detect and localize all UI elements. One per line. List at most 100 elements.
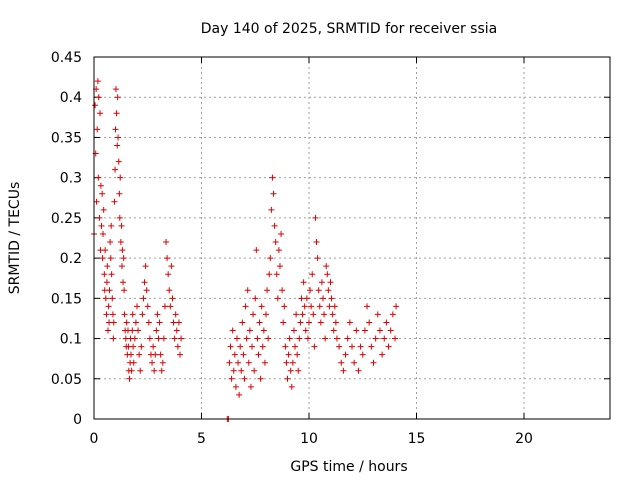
y-tick-labels: 0 0.05 0.1 0.15 0.2 0.25 0.3 0.35 0.4 0.45 [51, 50, 82, 428]
data-point [318, 279, 325, 286]
data-point [244, 287, 251, 294]
chart-title: Day 140 of 2025, SRMTID for receiver ssi… [201, 21, 497, 37]
data-point [290, 327, 297, 334]
data-point [282, 343, 289, 350]
data-point [381, 335, 388, 342]
data-point [112, 166, 119, 173]
data-point [108, 271, 115, 278]
data-point [330, 327, 337, 334]
data-point [326, 303, 333, 310]
data-point [387, 327, 394, 334]
data-point [119, 247, 126, 254]
data-point [355, 367, 362, 374]
data-point [286, 335, 293, 342]
data-point [118, 263, 125, 270]
data-point [153, 327, 160, 334]
x-tick-label: 15 [408, 431, 426, 447]
data-point [172, 311, 179, 318]
x-tick-label: 0 [90, 431, 99, 447]
data-point [278, 230, 285, 237]
data-point [351, 359, 358, 366]
data-point [241, 375, 248, 382]
data-point [299, 311, 306, 318]
x-tick-label: 20 [515, 431, 533, 447]
data-point [109, 311, 116, 318]
data-point [238, 367, 245, 374]
data-point [231, 351, 238, 358]
data-point [140, 295, 147, 302]
data-point [104, 263, 111, 270]
plot-frame [93, 56, 611, 420]
data-point [338, 359, 345, 366]
data-point [120, 255, 127, 262]
data-point [121, 311, 128, 318]
data-point [104, 327, 111, 334]
data-point [98, 222, 105, 229]
data-point [141, 279, 148, 286]
data-point [279, 287, 286, 294]
data-point [118, 222, 125, 229]
data-point [117, 174, 124, 181]
data-point [266, 271, 273, 278]
y-tick-label: 0.45 [51, 50, 82, 66]
data-point [346, 319, 353, 326]
data-point [129, 327, 136, 334]
data-point [93, 198, 100, 205]
data-point [260, 327, 267, 334]
data-point [111, 198, 118, 205]
data-point [298, 295, 305, 302]
data-point [95, 94, 102, 101]
data-point [156, 319, 163, 326]
data-point [107, 239, 114, 246]
y-tick-label: 0.3 [60, 171, 82, 187]
y-tick-label: 0.25 [51, 211, 82, 227]
data-point [294, 351, 301, 358]
y-tick-label: 0.15 [51, 291, 82, 307]
data-point [361, 327, 368, 334]
data-point [242, 303, 249, 310]
data-point [270, 190, 277, 197]
x-tick-label: 5 [197, 431, 206, 447]
data-point [175, 319, 182, 326]
data-point [100, 206, 107, 213]
data-point [313, 239, 320, 246]
data-point [283, 359, 290, 366]
data-point [332, 319, 339, 326]
axis-ticks [93, 56, 610, 420]
data-point [261, 359, 268, 366]
data-point [174, 343, 181, 350]
data-point [288, 383, 295, 390]
data-point [304, 335, 311, 342]
data-point [134, 303, 140, 310]
data-point [138, 343, 145, 350]
data-point [319, 295, 326, 302]
data-point [151, 367, 158, 374]
data-point [368, 343, 375, 350]
data-point [158, 367, 165, 374]
y-tick-label: 0.1 [60, 332, 82, 348]
data-point [143, 287, 150, 294]
data-point [272, 239, 279, 246]
data-point [161, 303, 168, 310]
data-point [289, 359, 296, 366]
data-point [235, 359, 242, 366]
data-point [323, 263, 330, 270]
data-point [300, 279, 307, 286]
data-point [287, 367, 294, 374]
data-point [325, 287, 332, 294]
data-point [177, 351, 183, 358]
data-point [108, 222, 115, 229]
data-point [106, 287, 113, 294]
data-point [227, 343, 234, 350]
data-point [169, 295, 176, 302]
data-point [112, 86, 119, 93]
data-point [155, 335, 162, 342]
data-point [96, 214, 103, 221]
data-point [173, 327, 180, 334]
data-point [115, 134, 122, 141]
data-point [328, 295, 335, 302]
data-point [229, 327, 236, 334]
data-point [178, 335, 185, 342]
data-point [142, 263, 149, 270]
